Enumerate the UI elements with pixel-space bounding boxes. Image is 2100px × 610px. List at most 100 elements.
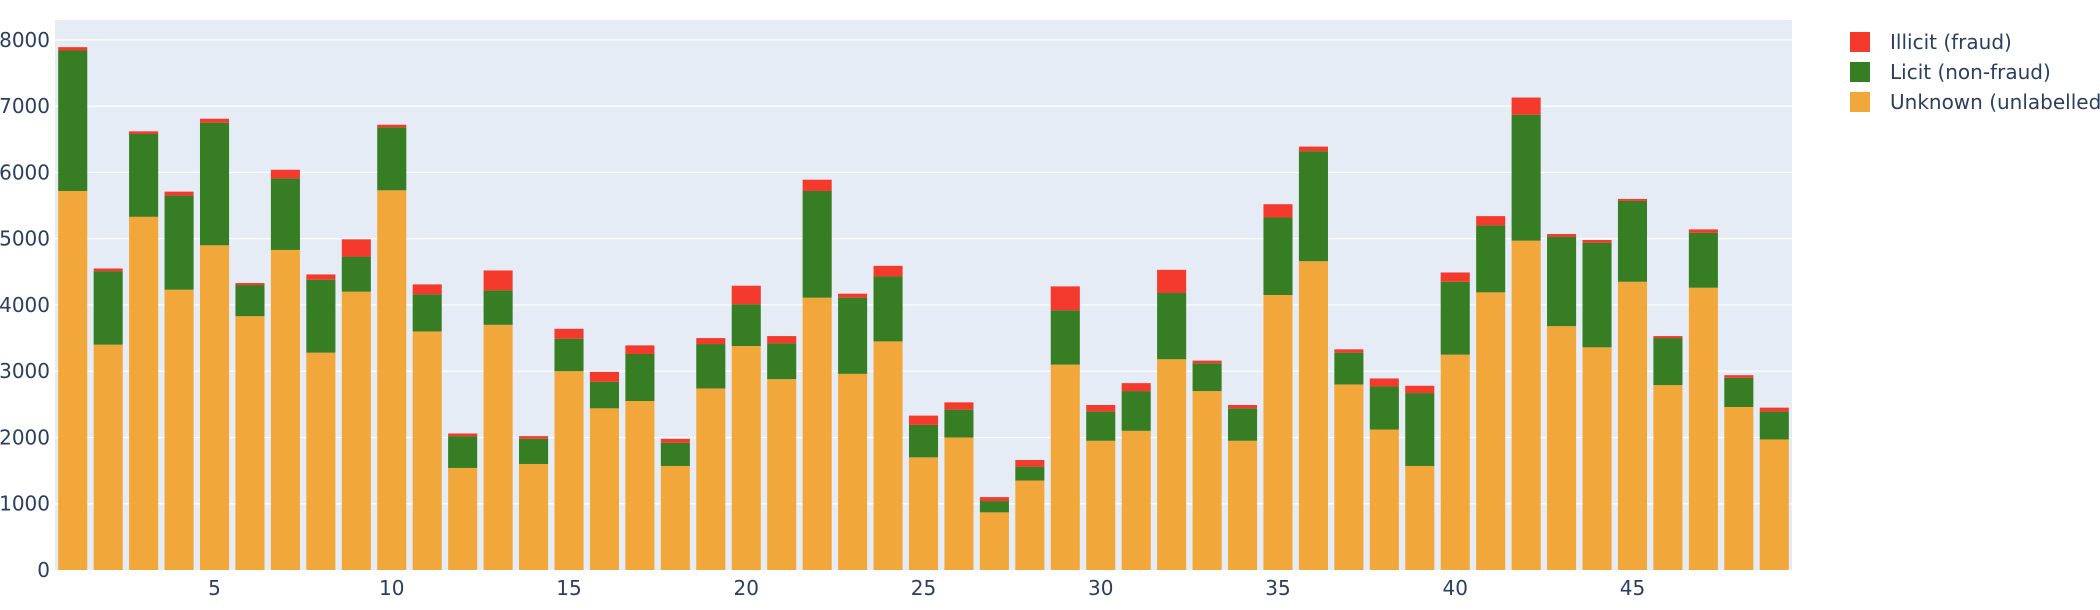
legend-swatch bbox=[1850, 62, 1870, 82]
bar-licit-non-fraud-45 bbox=[1617, 200, 1648, 282]
legend: Illicit (fraud) Licit (non-fraud) Unknown … bbox=[1850, 30, 2100, 114]
bar-illicit-fraud-11 bbox=[412, 284, 442, 295]
bar-licit-non-fraud-12 bbox=[448, 436, 478, 468]
bar-unknown-unlabelled-39 bbox=[1405, 465, 1435, 570]
bar-unknown-unlabelled-45 bbox=[1617, 281, 1648, 570]
bar-licit-non-fraud-31 bbox=[1121, 391, 1151, 431]
bar-illicit-fraud-23 bbox=[838, 293, 868, 298]
bar-unknown-unlabelled-20 bbox=[731, 346, 761, 570]
bar-unknown-unlabelled-7 bbox=[270, 249, 300, 570]
legend-swatch bbox=[1850, 32, 1870, 52]
bar-illicit-fraud-25 bbox=[908, 415, 939, 425]
bar-illicit-fraud-32 bbox=[1157, 269, 1187, 294]
bar-illicit-fraud-41 bbox=[1476, 216, 1506, 226]
bar-illicit-fraud-38 bbox=[1369, 378, 1399, 387]
bar-illicit-fraud-21 bbox=[767, 336, 797, 344]
bar-licit-non-fraud-19 bbox=[696, 344, 726, 389]
bar-illicit-fraud-18 bbox=[660, 438, 690, 443]
x-tick-label: 10 bbox=[379, 576, 404, 600]
x-tick-label: 20 bbox=[734, 576, 759, 600]
bar-illicit-fraud-42 bbox=[1511, 97, 1541, 115]
x-tick-label: 40 bbox=[1443, 576, 1468, 600]
x-axis: 5 10 15 20 25 30 35 40 45 bbox=[208, 576, 1645, 600]
bar-licit-non-fraud-14 bbox=[519, 438, 549, 464]
bar-unknown-unlabelled-15 bbox=[554, 371, 584, 570]
bar-illicit-fraud-1 bbox=[58, 47, 88, 51]
x-tick-label: 45 bbox=[1620, 576, 1645, 600]
bar-unknown-unlabelled-18 bbox=[660, 465, 690, 570]
y-tick-label: 5000 bbox=[0, 227, 50, 251]
legend-item-unknown-unlabelled[interactable]: Unknown (unlabelled) bbox=[1850, 90, 2100, 114]
bar-licit-non-fraud-36 bbox=[1298, 151, 1328, 262]
bar-unknown-unlabelled-33 bbox=[1192, 391, 1222, 570]
bars bbox=[58, 47, 1789, 571]
bar-licit-non-fraud-9 bbox=[341, 256, 371, 292]
bar-unknown-unlabelled-46 bbox=[1653, 385, 1683, 570]
bar-unknown-unlabelled-47 bbox=[1688, 287, 1718, 570]
bar-unknown-unlabelled-31 bbox=[1121, 430, 1151, 570]
bar-unknown-unlabelled-4 bbox=[164, 289, 194, 570]
bar-unknown-unlabelled-49 bbox=[1759, 439, 1789, 570]
bar-licit-non-fraud-8 bbox=[306, 279, 336, 353]
bar-illicit-fraud-36 bbox=[1298, 146, 1328, 152]
bar-illicit-fraud-35 bbox=[1263, 204, 1293, 218]
bar-illicit-fraud-9 bbox=[341, 239, 371, 257]
bar-licit-non-fraud-10 bbox=[377, 127, 407, 191]
bar-licit-non-fraud-7 bbox=[270, 178, 300, 250]
bar-unknown-unlabelled-3 bbox=[129, 216, 159, 570]
y-tick-label: 4000 bbox=[0, 293, 50, 317]
bar-licit-non-fraud-41 bbox=[1476, 225, 1506, 293]
bar-licit-non-fraud-39 bbox=[1405, 393, 1435, 466]
bar-illicit-fraud-5 bbox=[199, 118, 230, 123]
bar-unknown-unlabelled-25 bbox=[908, 457, 939, 570]
bar-licit-non-fraud-4 bbox=[164, 195, 194, 290]
bar-licit-non-fraud-34 bbox=[1228, 408, 1258, 441]
bar-illicit-fraud-44 bbox=[1582, 240, 1612, 243]
bar-licit-non-fraud-2 bbox=[93, 271, 123, 345]
bar-licit-non-fraud-21 bbox=[767, 343, 797, 380]
bar-unknown-unlabelled-17 bbox=[625, 401, 655, 570]
bar-unknown-unlabelled-8 bbox=[306, 352, 336, 570]
bar-licit-non-fraud-49 bbox=[1759, 411, 1789, 440]
bar-illicit-fraud-22 bbox=[802, 179, 832, 191]
bar-illicit-fraud-46 bbox=[1653, 336, 1683, 339]
bar-illicit-fraud-8 bbox=[306, 274, 336, 280]
bar-illicit-fraud-6 bbox=[235, 283, 265, 286]
y-tick-label: 8000 bbox=[0, 28, 50, 52]
bar-unknown-unlabelled-48 bbox=[1724, 406, 1754, 570]
bar-unknown-unlabelled-24 bbox=[873, 341, 903, 570]
bar-licit-non-fraud-11 bbox=[412, 294, 442, 332]
bar-licit-non-fraud-22 bbox=[802, 190, 832, 298]
bar-unknown-unlabelled-35 bbox=[1263, 295, 1293, 570]
bar-licit-non-fraud-13 bbox=[483, 290, 513, 325]
bar-unknown-unlabelled-43 bbox=[1547, 326, 1577, 570]
bar-licit-non-fraud-48 bbox=[1724, 377, 1754, 407]
bar-unknown-unlabelled-13 bbox=[483, 324, 513, 570]
bar-licit-non-fraud-18 bbox=[660, 442, 690, 466]
y-tick-label: 1000 bbox=[0, 492, 50, 516]
legend-item-licit-non-fraud[interactable]: Licit (non-fraud) bbox=[1850, 60, 2051, 84]
bar-licit-non-fraud-26 bbox=[944, 409, 974, 438]
x-tick-label: 30 bbox=[1088, 576, 1113, 600]
bar-illicit-fraud-14 bbox=[519, 436, 549, 439]
bar-unknown-unlabelled-26 bbox=[944, 437, 974, 570]
bar-illicit-fraud-7 bbox=[270, 169, 300, 179]
bar-licit-non-fraud-44 bbox=[1582, 242, 1612, 348]
bar-unknown-unlabelled-6 bbox=[235, 316, 265, 570]
legend-label: Illicit (fraud) bbox=[1890, 30, 2012, 54]
bar-illicit-fraud-47 bbox=[1688, 229, 1718, 233]
y-tick-label: 0 bbox=[37, 558, 50, 582]
bar-illicit-fraud-16 bbox=[589, 371, 619, 382]
bar-illicit-fraud-19 bbox=[696, 338, 726, 345]
bar-licit-non-fraud-20 bbox=[731, 304, 761, 347]
bar-illicit-fraud-13 bbox=[483, 270, 513, 291]
legend-item-illicit-fraud[interactable]: Illicit (fraud) bbox=[1850, 30, 2012, 54]
bar-unknown-unlabelled-14 bbox=[519, 463, 549, 570]
bar-illicit-fraud-39 bbox=[1405, 385, 1435, 394]
bar-unknown-unlabelled-9 bbox=[341, 291, 371, 570]
bar-licit-non-fraud-16 bbox=[589, 381, 619, 409]
bar-licit-non-fraud-33 bbox=[1192, 363, 1222, 392]
x-tick-label: 35 bbox=[1265, 576, 1290, 600]
